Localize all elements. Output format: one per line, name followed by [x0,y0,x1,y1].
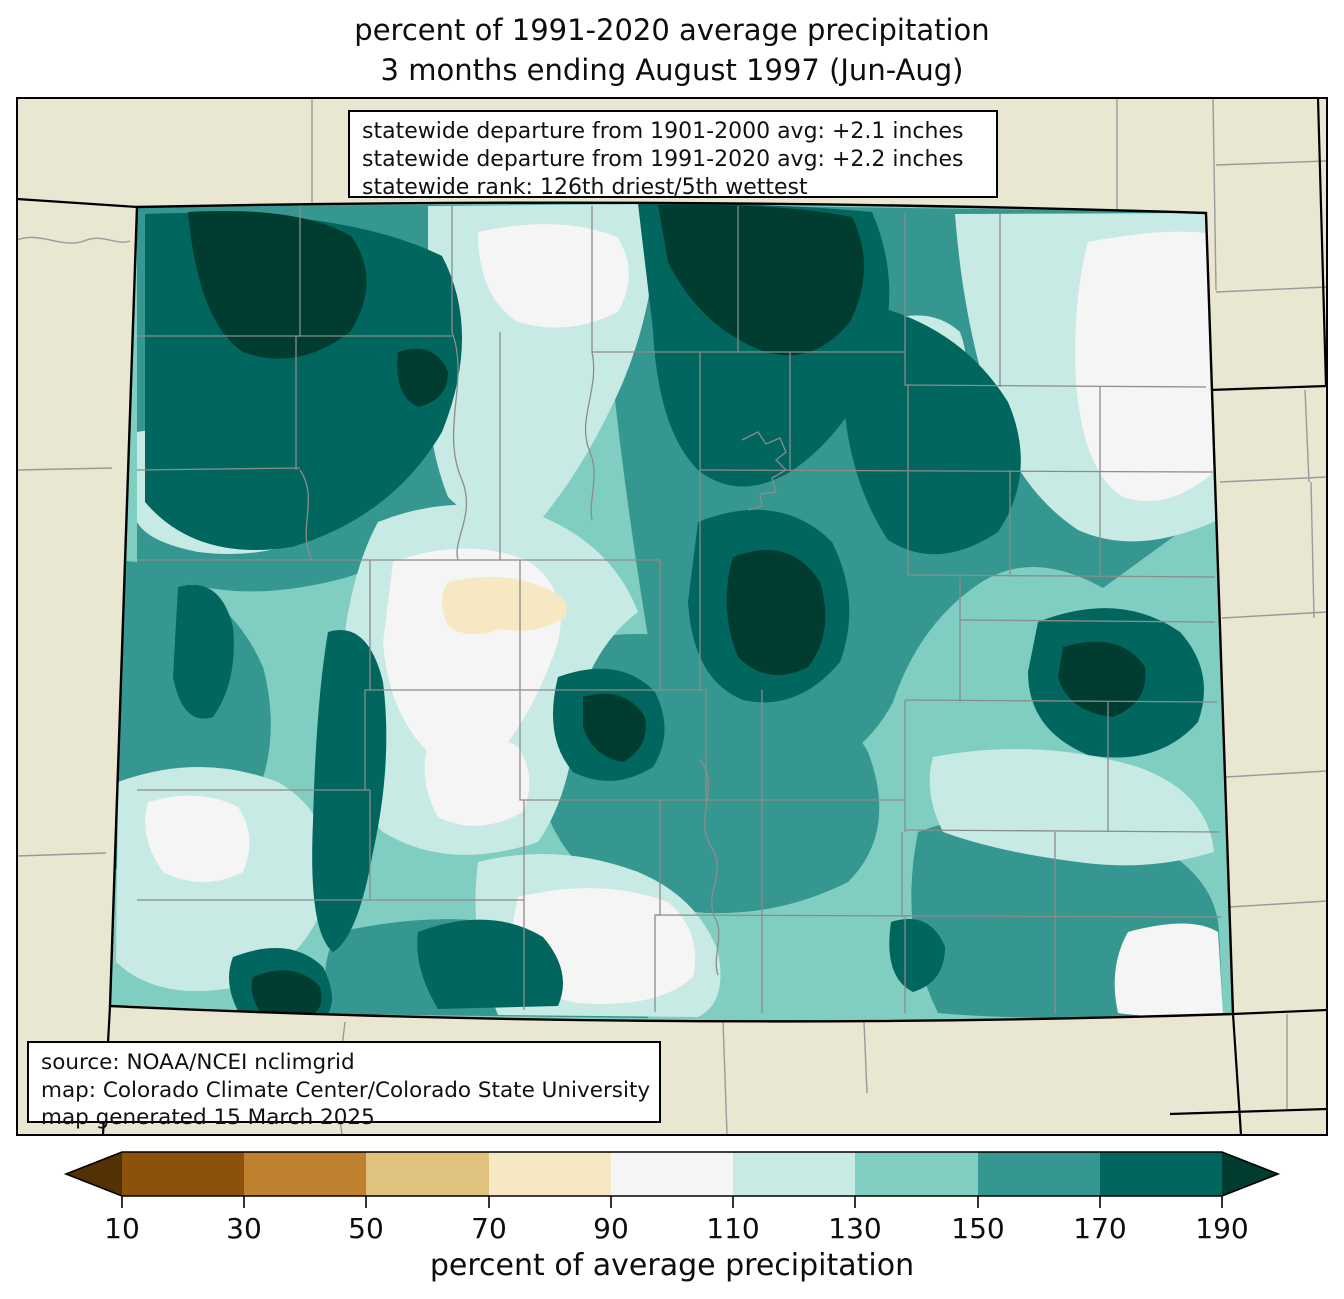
colorbar-seg-50-70 [366,1152,489,1196]
tick-label-130: 130 [828,1212,881,1245]
colorbar-seg-70-90 [489,1152,611,1196]
tick-label-110: 110 [706,1212,759,1245]
colorbar-label: percent of average precipitation [429,1248,915,1283]
colorbar-seg-170-190 [1100,1152,1222,1196]
tick-label-50: 50 [348,1212,384,1245]
stat-line-3: statewide rank: 126th driest/5th wettest [362,175,808,201]
colorbar-seg-150-170 [978,1152,1100,1196]
source-box: source: NOAA/NCEI nclimgrid map: Colorad… [27,1041,661,1130]
tick-label-70: 70 [471,1212,507,1245]
tick-label-150: 150 [951,1212,1004,1245]
colorado-state-border [108,201,1235,1023]
colorbar-arrow-right [1222,1152,1278,1196]
source-line-3: map generated 15 March 2025 [41,1105,375,1131]
source-line-1: source: NOAA/NCEI nclimgrid [41,1050,355,1075]
colorbar-tick-labels: 10 30 50 70 90 110 130 150 170 190 [104,1212,1249,1245]
title-line-1: percent of 1991-2020 average precipitati… [354,13,990,47]
colorbar-seg-130-150 [855,1152,978,1196]
source-line-2: map: Colorado Climate Center/Colorado St… [41,1077,651,1103]
colorbar-seg-10-30 [122,1152,244,1196]
contour-90-110 [145,224,1223,1016]
colorbar-seg-110-130 [733,1152,855,1196]
tick-label-30: 30 [226,1212,262,1245]
colorbar-seg-30-50 [244,1152,366,1196]
contour-70-90 [442,576,567,635]
stat-line-1: statewide departure from 1901-2000 avg: … [362,119,964,144]
page-title: percent of 1991-2020 average precipitati… [0,10,1344,90]
stat-line-2: statewide departure from 1991-2020 avg: … [362,147,964,173]
colorbar-seg-90-110 [611,1152,733,1196]
tick-label-170: 170 [1073,1212,1126,1245]
colorbar: 10 30 50 70 90 110 130 150 170 190 [63,1151,1281,1245]
plot-frame [16,97,1328,1136]
tick-label-10: 10 [104,1212,140,1245]
contour-fills [110,202,1233,1022]
contour-over-190 [188,204,1146,1014]
statistics-box: statewide departure from 1901-2000 avg: … [348,110,998,200]
colorbar-arrow-left [66,1152,122,1196]
colorbar-ticks [121,1196,1223,1208]
county-lines [136,206,1222,1014]
tick-label-90: 90 [593,1212,629,1245]
tick-label-190: 190 [1195,1212,1248,1245]
title-line-2: 3 months ending August 1997 (Jun-Aug) [380,53,964,88]
